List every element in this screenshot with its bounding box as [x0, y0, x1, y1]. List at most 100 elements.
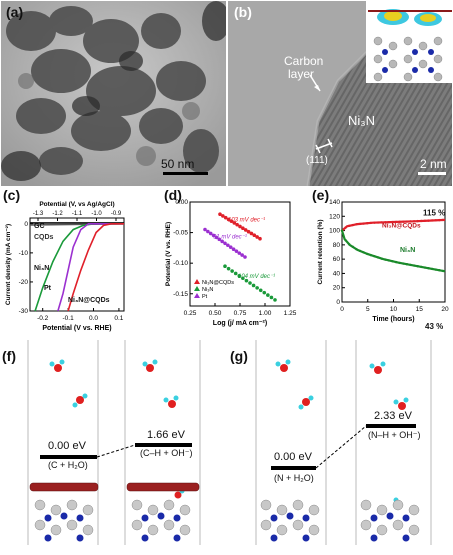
- data-point: [405, 263, 409, 266]
- data-point: [223, 264, 227, 269]
- x-tick-label: 1.25: [284, 310, 297, 317]
- data-point: [380, 221, 383, 224]
- x-tick-label: 10: [390, 306, 398, 313]
- y-tick-label: -20: [19, 279, 29, 286]
- data-point: [434, 268, 437, 271]
- data-point: [366, 222, 369, 225]
- data-point: [412, 220, 416, 223]
- data-point: [387, 259, 391, 262]
- data-point: [232, 221, 237, 225]
- data-point: [391, 220, 394, 224]
- data-point: [262, 290, 267, 295]
- data-point: [427, 267, 430, 270]
- x-tick-label: 0.75: [234, 310, 247, 317]
- data-point: [430, 219, 434, 222]
- data-point: [387, 220, 391, 224]
- data-point: [376, 221, 380, 224]
- top-tick-label: -1.0: [91, 211, 102, 217]
- data-point: [423, 219, 427, 222]
- legend-label: Ni₃N@CQDs: [202, 280, 234, 286]
- data-point: [394, 260, 398, 264]
- legend-marker: [194, 293, 200, 298]
- panel-c-label: (c): [3, 187, 21, 203]
- data-point: [394, 220, 398, 224]
- inset-charge-density: [368, 9, 452, 26]
- data-point: [438, 269, 441, 272]
- y-tick-label: 120: [329, 213, 340, 220]
- x-tick-label: 5: [366, 306, 370, 313]
- data-point: [416, 219, 419, 223]
- data-point: [409, 220, 412, 223]
- label-gc: GC: [34, 223, 45, 230]
- series-line: [340, 230, 446, 273]
- y-tick-label: 20: [333, 285, 341, 292]
- data-point: [231, 247, 236, 251]
- legend-label: Ni₃N: [202, 287, 213, 293]
- top-tick-label: -1.1: [72, 211, 83, 217]
- data-point: [269, 295, 274, 300]
- slope-label: 104 mV dec⁻¹: [238, 274, 275, 280]
- top-tick-label: -0.9: [111, 211, 122, 217]
- panel-g-label: (g): [230, 348, 248, 364]
- data-point: [416, 265, 419, 268]
- y-tick-label: -10: [19, 250, 29, 257]
- data-point: [240, 253, 244, 257]
- end-label-ni3ncqds: 115 %: [423, 209, 445, 218]
- data-point: [430, 267, 434, 271]
- y-axis-label: Potential (V vs. RHE): [165, 222, 172, 286]
- data-point: [229, 219, 234, 224]
- series-label-ni3n: Ni₃N: [400, 247, 415, 254]
- lsv-chart-svg: -0.2 -0.1 0.0 0.1 0 -10 -20 -30 Potential (V vs.…: [5, 201, 125, 332]
- data-point: [255, 286, 259, 290]
- legend-marker: [194, 279, 200, 284]
- data-point: [237, 251, 242, 255]
- data-point: [226, 243, 230, 248]
- legend-label: Pt: [202, 294, 208, 300]
- data-point: [243, 255, 247, 259]
- series-label-ni3ncqds: Ni₃N@CQDs: [382, 223, 421, 230]
- data-point: [369, 221, 373, 225]
- x-axis-label: Time (hours): [372, 316, 414, 323]
- data-point: [376, 256, 380, 259]
- data-point: [402, 220, 405, 223]
- data-point: [228, 245, 233, 250]
- hrtem-lattice-image: [228, 1, 452, 186]
- data-point: [384, 258, 387, 261]
- g-state1-energy: 0.00 eV: [274, 451, 312, 463]
- x-axis-label: Log (j/ mA cm⁻²): [213, 320, 267, 327]
- data-point: [340, 229, 344, 232]
- panel-g-energy-diagram: (g) 0.00 eV (N + H₂O) 2.33 eV (N–H + OH⁻…: [226, 340, 453, 550]
- panel-f-structure-svg: [27, 340, 201, 545]
- panel-b-hrtem-image: (b) Carbon layer Ni₃N (111) 2 nm: [228, 1, 452, 186]
- data-point: [373, 255, 376, 258]
- data-point: [246, 229, 251, 234]
- panel-f-label: (f): [2, 348, 16, 364]
- x-tick-label: 0.50: [209, 310, 222, 317]
- data-point: [237, 274, 242, 278]
- label-cqds: CQDs: [34, 234, 54, 241]
- data-point: [391, 260, 394, 263]
- y-tick-label: 140: [329, 199, 340, 206]
- data-point: [218, 212, 222, 217]
- data-point: [206, 229, 210, 234]
- x-tick-label: -0.1: [63, 315, 75, 322]
- g-state2-energy: 2.33 eV: [374, 410, 412, 422]
- panel-g-structure-svg: [255, 340, 432, 545]
- data-point: [427, 219, 430, 222]
- data-point: [241, 226, 245, 231]
- data-point: [409, 263, 412, 267]
- carbon-layer-label-line1: Carbon: [284, 54, 324, 68]
- data-point: [348, 243, 351, 246]
- y-tick-label: 60: [333, 256, 341, 263]
- data-point: [248, 281, 252, 285]
- data-point: [233, 271, 238, 276]
- tafel-chart-svg: 0.25 0.50 0.75 1.00 1.25 0.00 -0.05 -0.10 -0.15 L…: [165, 199, 297, 327]
- lattice-plane-label: (111): [306, 155, 328, 166]
- data-point: [252, 233, 257, 238]
- y-tick-label: 40: [333, 270, 341, 277]
- data-point: [366, 252, 369, 256]
- y-tick-label: 0.00: [175, 199, 188, 206]
- top-tick-label: -1.2: [52, 211, 63, 217]
- data-point: [398, 220, 401, 223]
- water-molecules-f: [49, 359, 185, 499]
